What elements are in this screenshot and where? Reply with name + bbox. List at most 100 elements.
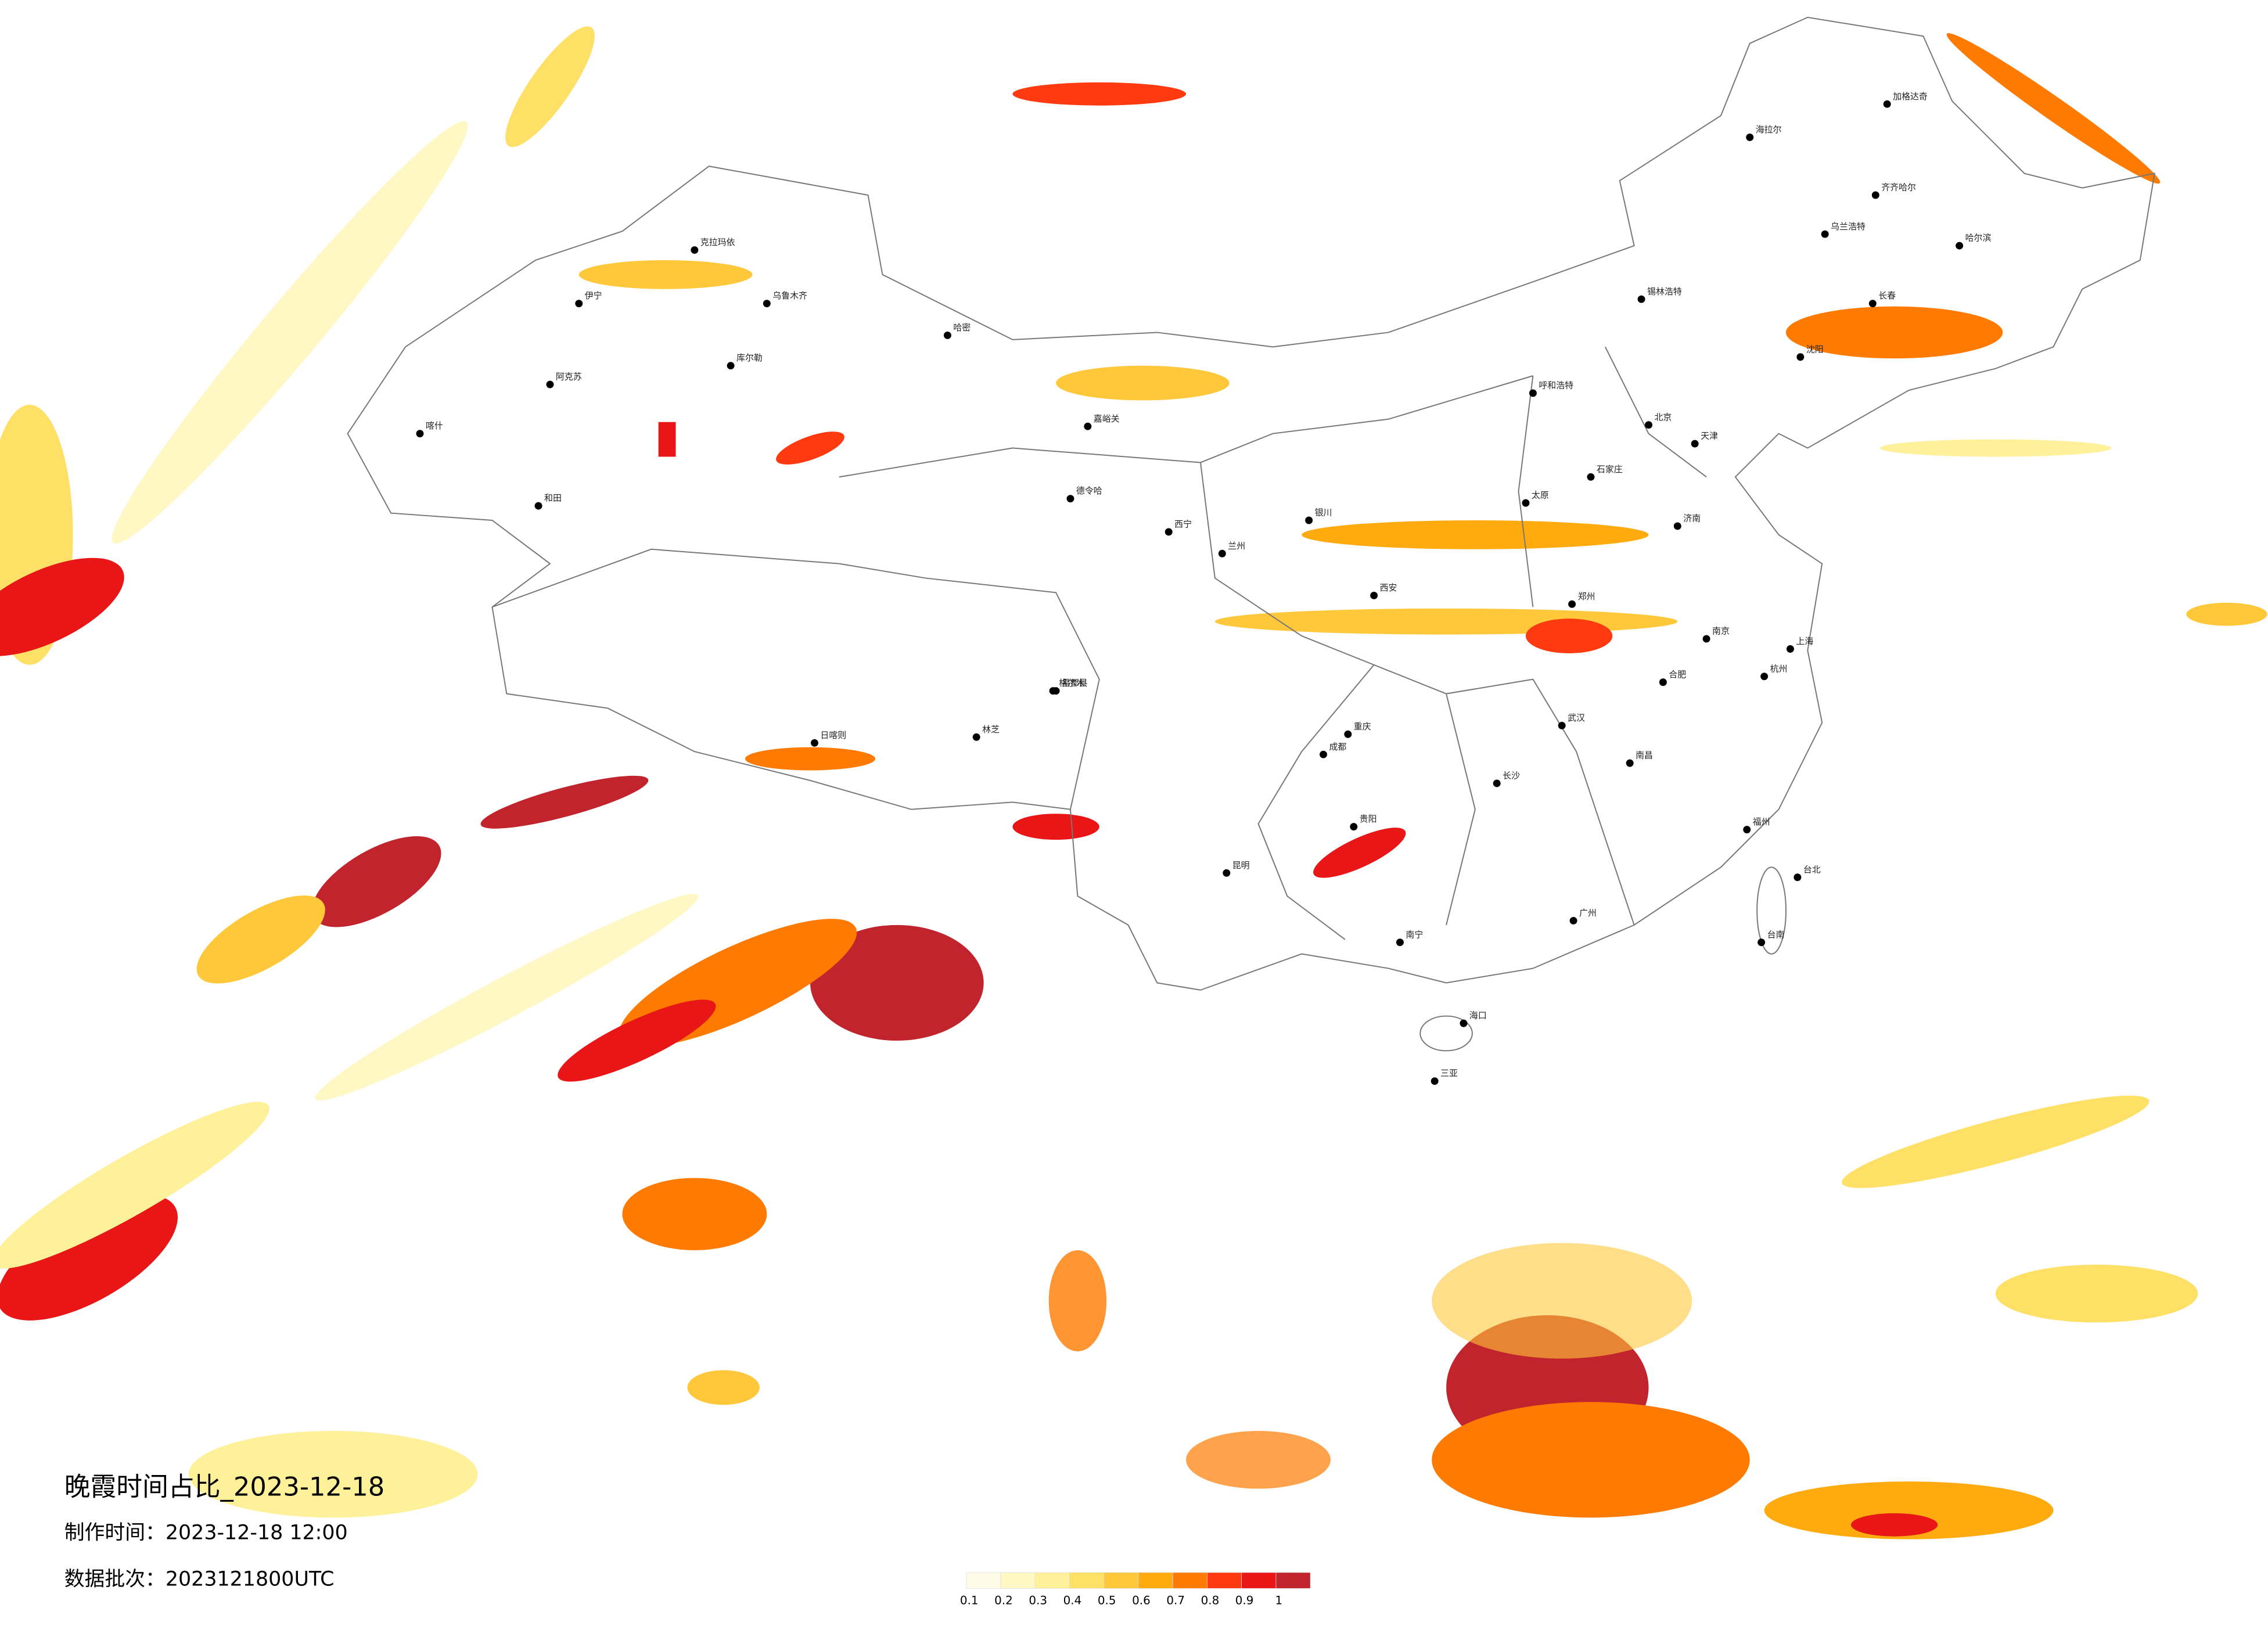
- city-dot: [1793, 873, 1802, 882]
- legend-label: 0.9: [1235, 1594, 1254, 1607]
- city-dot: [1223, 869, 1231, 877]
- city-dot: [1645, 421, 1653, 429]
- city-label: 郑州: [1578, 591, 1595, 602]
- city-dot: [1066, 495, 1074, 503]
- city-label: 伊宁: [585, 290, 602, 301]
- city-label: 德令哈: [1076, 485, 1102, 496]
- legend-swatch: [1104, 1572, 1139, 1589]
- patch: [505, 26, 595, 148]
- city-label: 银川: [1315, 508, 1332, 518]
- city-label: 林芝: [982, 724, 1000, 735]
- city-dot: [1558, 721, 1566, 729]
- city-label: 喀什: [426, 420, 443, 431]
- legend-label: 0.8: [1201, 1594, 1220, 1607]
- city-label: 西宁: [1174, 519, 1192, 529]
- city-dot: [810, 739, 818, 747]
- patch: [188, 1431, 478, 1518]
- city-label: 海口: [1469, 1010, 1487, 1021]
- patch: [1186, 1431, 1331, 1489]
- city-dot: [1493, 779, 1501, 787]
- cloud-patches: [0, 26, 2267, 1539]
- city-label: 沈阳: [1806, 344, 1824, 354]
- patch: [810, 924, 984, 1041]
- legend-label: 1: [1275, 1594, 1283, 1607]
- legend-swatch: [1207, 1572, 1242, 1589]
- city-dot: [1218, 549, 1226, 557]
- province-border: [492, 346, 1707, 940]
- legend-label: 0.6: [1132, 1594, 1151, 1607]
- patch: [1785, 306, 2003, 359]
- city-dot: [943, 331, 951, 339]
- city-label: 济南: [1683, 513, 1701, 524]
- patch: [1012, 814, 1099, 840]
- title: 晚霞时间占比_2023-12-18: [64, 1472, 385, 1502]
- city-dot: [1673, 522, 1681, 530]
- city-dot: [1702, 635, 1710, 643]
- city-dot: [763, 300, 771, 308]
- city-label: 武汉: [1568, 713, 1585, 723]
- city-dot: [1757, 938, 1766, 947]
- city-dot: [1626, 759, 1634, 767]
- patch: [480, 775, 649, 829]
- city-dot: [1320, 750, 1328, 758]
- city-label: 嘉峪关: [1094, 413, 1120, 424]
- city-label: 齐齐哈尔: [1881, 182, 1916, 193]
- city-label: 日喀则: [820, 730, 846, 740]
- city-dot: [1691, 440, 1699, 448]
- patch: [745, 747, 875, 771]
- city-dot: [1871, 191, 1879, 199]
- city-label: 成都: [1329, 742, 1347, 752]
- patch: [1012, 82, 1187, 106]
- city-dot: [416, 430, 424, 438]
- patch: [196, 895, 325, 984]
- city-dot: [1084, 422, 1092, 430]
- city-label: 西安: [1380, 582, 1397, 593]
- city-label: 锡林浩特: [1647, 286, 1682, 297]
- patch: [0, 1194, 178, 1321]
- made-time: 制作时间：2023-12-18 12:00: [64, 1521, 348, 1545]
- patch: [315, 894, 699, 1101]
- patch: [578, 260, 753, 289]
- city-dot: [534, 502, 542, 510]
- patch: [1302, 520, 1649, 549]
- city-label: 贵阳: [1360, 814, 1377, 824]
- city-label: 呼和浩特: [1539, 380, 1573, 391]
- patch: [1842, 1095, 2150, 1188]
- city-label: 克拉玛依: [700, 237, 735, 247]
- legend: 0.1 0.2 0.3 0.4 0.5 0.6 0.7 0.8 0.9 1: [960, 1572, 1311, 1607]
- city-label: 南京: [1712, 626, 1730, 636]
- patch: [1946, 33, 2161, 184]
- city-dot: [1350, 823, 1358, 831]
- city-dot: [1956, 242, 1964, 250]
- patch: [2186, 602, 2267, 626]
- city-label: 和田: [544, 493, 562, 503]
- patch: [1432, 1243, 1692, 1359]
- city-label: 乌兰浩特: [1831, 221, 1866, 232]
- city-dot: [1821, 230, 1829, 238]
- legend-swatch: [1000, 1572, 1036, 1589]
- city-label: 格尔木: [1059, 678, 1085, 688]
- city-label: 杭州: [1770, 663, 1788, 674]
- city-dot: [1569, 916, 1577, 924]
- city-label: 昌都县: [1062, 678, 1088, 688]
- legend-label: 0.1: [960, 1594, 979, 1607]
- city-dot: [1760, 672, 1769, 681]
- legend-swatch: [1138, 1572, 1173, 1589]
- legend-label: 0.4: [1063, 1594, 1082, 1607]
- city-dot: [972, 733, 980, 741]
- city-label: 库尔勒: [736, 352, 763, 363]
- legend-label: 0.5: [1098, 1594, 1116, 1607]
- city-dot: [1052, 687, 1060, 695]
- city-label: 石家庄: [1597, 464, 1623, 474]
- city-label: 南昌: [1636, 750, 1653, 761]
- city-label: 上海: [1796, 636, 1813, 646]
- city-dot: [1796, 353, 1805, 361]
- city-dot: [1746, 133, 1754, 141]
- city-label: 加格达奇: [1893, 91, 1928, 102]
- city-label: 合肥: [1669, 669, 1686, 679]
- city-label: 台北: [1803, 864, 1821, 875]
- city-label: 长沙: [1503, 771, 1520, 781]
- legend-label: 0.7: [1166, 1594, 1185, 1607]
